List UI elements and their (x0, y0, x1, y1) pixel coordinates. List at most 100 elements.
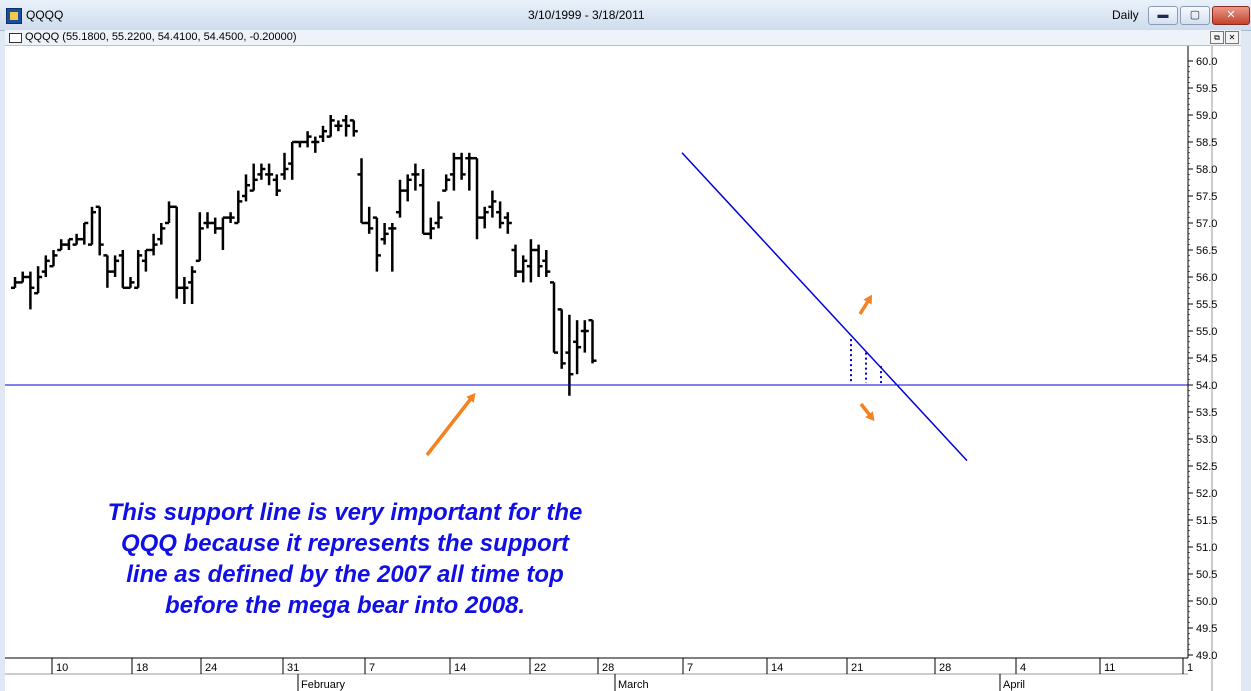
ohlc-bar (449, 152, 458, 191)
ohlc-bar (465, 152, 474, 191)
ohlc-bar (195, 212, 204, 263)
x-tick-label: 14 (771, 662, 783, 674)
ohlc-bar (349, 119, 358, 137)
ohlc-bar (118, 250, 127, 290)
ohlc-bar (203, 212, 212, 229)
ohlc-bar (11, 277, 19, 290)
ohlc-bar (480, 206, 489, 229)
ohlc-bar (234, 190, 243, 225)
window-title: QQQQ (26, 8, 64, 22)
chart-window-icon (9, 33, 22, 43)
x-tick-label: 22 (534, 662, 546, 674)
ohlc-bar (434, 201, 443, 229)
ohlc-bar (265, 163, 274, 186)
price-chart[interactable]: 60.0 59.5 59.0 58.5 58.0 57.5 57.0 56.5 56.0 55.5… (5, 46, 1241, 691)
ohlc-bar (41, 255, 50, 277)
chart-area[interactable]: 60.0 59.5 59.0 58.5 58.0 57.5 57.0 56.5 56.0 55.5… (5, 46, 1241, 691)
ohlc-bar (303, 131, 312, 148)
ohlc-bar (488, 190, 497, 218)
x-tick-label: 28 (602, 662, 614, 674)
annotation-line: line as defined by the 2007 all time top (126, 561, 564, 588)
ohlc-bar (172, 205, 181, 299)
ohlc-bar (80, 221, 89, 245)
y-tick-label: 59.5 (1196, 83, 1217, 95)
ohlc-bar (257, 163, 266, 180)
y-tick-label: 49.0 (1196, 650, 1217, 662)
annotation-line: This support line is very important for … (107, 499, 583, 526)
y-tick-label: 54.0 (1196, 380, 1217, 392)
x-tick-label: 21 (851, 662, 863, 674)
ohlc-bar (326, 115, 335, 138)
ohlc-bar (403, 174, 412, 202)
x-tick-label: 7 (687, 662, 693, 674)
y-tick-label: 51.5 (1196, 515, 1217, 527)
ohlc-bar (95, 205, 104, 256)
title-bar: QQQQ 3/10/1999 - 3/18/2011 Daily ▬ ▢ ✕ (0, 0, 1251, 31)
down-arrow (859, 402, 875, 422)
ohlc-bar (372, 216, 381, 272)
ohlc-bar (534, 244, 543, 277)
ohlc-bar (226, 212, 235, 223)
y-tick-label: 56.0 (1196, 272, 1217, 284)
ohlc-bar (88, 206, 96, 246)
y-tick-label: 50.0 (1196, 596, 1217, 608)
chart-subwindow-header: QQQQ (55.1800, 55.2200, 54.4100, 54.4500… (5, 30, 1241, 46)
ohlc-bar (149, 233, 158, 256)
y-tick-label: 60.0 (1196, 56, 1217, 68)
x-tick-label: 7 (369, 662, 375, 674)
ohlc-bar (242, 174, 250, 202)
y-tick-label: 49.5 (1196, 623, 1217, 635)
x-tick-label: 14 (454, 662, 466, 674)
x-tick-label: 11 (1104, 662, 1115, 674)
quote-readout: QQQQ (55.1800, 55.2200, 54.4100, 54.4500… (25, 31, 297, 43)
ohlc-bar (457, 152, 466, 180)
ohlc-bar (126, 277, 135, 290)
ohlc-bar (365, 206, 374, 234)
ohlc-bar (18, 271, 27, 284)
y-tick-label: 57.5 (1196, 191, 1217, 203)
ohlc-bar (426, 217, 435, 240)
ohlc-bar (49, 250, 58, 268)
ohlc-bar (388, 223, 397, 272)
ohlc-bar (311, 136, 320, 153)
y-tick-label: 54.5 (1196, 353, 1217, 365)
minimize-button[interactable]: ▬ (1148, 6, 1178, 25)
y-tick-label: 57.0 (1196, 218, 1217, 230)
ohlc-bar (511, 244, 520, 277)
ohlc-bar (111, 255, 120, 277)
ohlc-bar (496, 201, 505, 229)
restore-subwindow-button[interactable]: ⧉ (1210, 31, 1224, 44)
ohlc-bar (319, 125, 327, 142)
maximize-button[interactable]: ▢ (1180, 6, 1210, 25)
y-tick-label: 50.5 (1196, 569, 1217, 581)
close-button[interactable]: ✕ (1212, 6, 1250, 25)
period-label[interactable]: Daily (1112, 8, 1139, 22)
ohlc-bar (188, 266, 197, 304)
ohlc-bar (72, 233, 81, 246)
month-label: March (618, 679, 649, 691)
ohlc-bar (542, 250, 551, 277)
y-tick-label: 55.5 (1196, 299, 1217, 311)
close-subwindow-button[interactable]: ✕ (1225, 31, 1239, 44)
ohlc-bar (526, 239, 535, 283)
ohlc-bar (573, 320, 582, 375)
ohlc-bar (580, 320, 589, 353)
ohlc-bar (396, 179, 404, 218)
y-tick-label: 55.0 (1196, 326, 1217, 338)
ohlc-bar (272, 174, 281, 196)
annotation-text: This support line is very important for … (60, 497, 630, 621)
date-range: 3/10/1999 - 3/18/2011 (528, 8, 645, 22)
ohlc-bar (334, 120, 343, 132)
y-tick-label: 52.5 (1196, 461, 1217, 473)
trend-line (681, 152, 968, 462)
x-tick-label: 4 (1020, 662, 1026, 674)
ohlc-bar (557, 308, 566, 369)
annotation-arrow (425, 392, 476, 457)
ohlc-bar (288, 140, 297, 180)
ohlc-bar (103, 254, 112, 288)
ohlc-bar (249, 163, 258, 192)
ohlc-bar (218, 216, 227, 250)
annotation-line: QQQ because it represents the support (120, 530, 570, 557)
up-arrow (858, 294, 873, 315)
ohlc-bar (550, 281, 558, 354)
